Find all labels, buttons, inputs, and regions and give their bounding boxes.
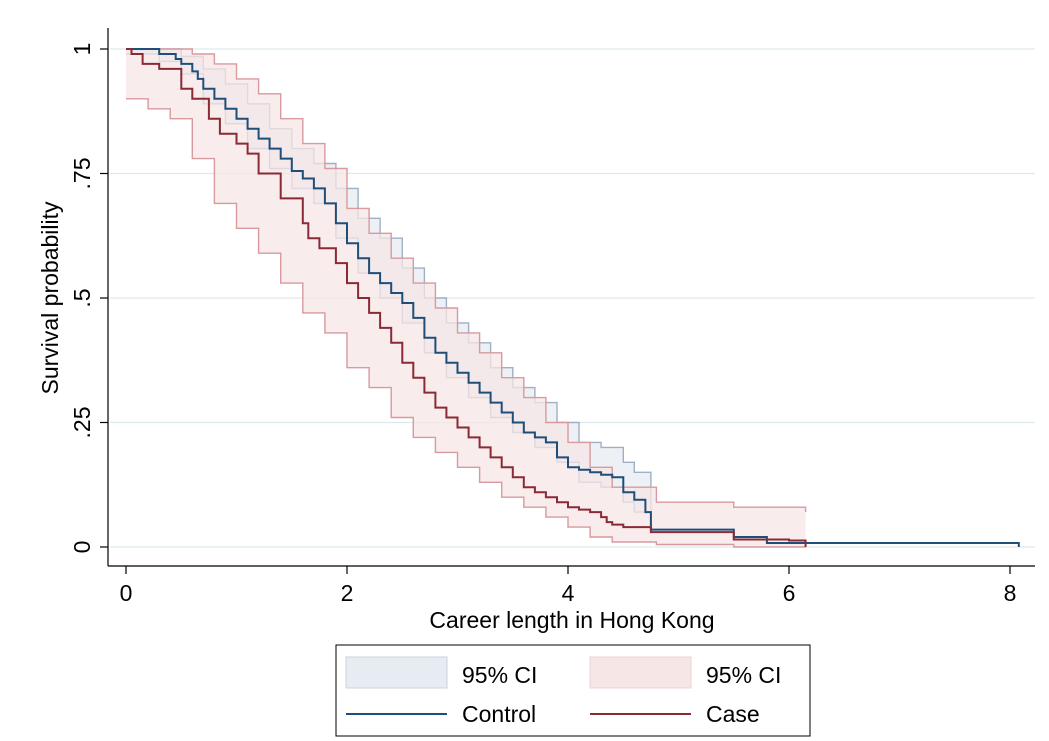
survival-line-control (126, 48, 1020, 547)
legend-swatch-control-ci (345, 656, 448, 689)
legend: 95% CI 95% CI Control Case (335, 644, 811, 737)
x-tick-label-4: 8 (1004, 580, 1017, 606)
y-tick-label-4: 1 (69, 43, 95, 56)
y-tick-label-1: .25 (69, 407, 95, 439)
x-tick-label-3: 6 (783, 580, 796, 606)
ci-bands (126, 48, 807, 548)
x-tick-label-2: 4 (562, 580, 575, 606)
ci-lower-case (126, 98, 806, 548)
x-tick-label-1: 2 (341, 580, 354, 606)
legend-label-case: Case (706, 701, 760, 727)
legend-label-control: Control (462, 701, 536, 727)
legend-swatch-case-ci (589, 656, 692, 689)
x-axis-title: Career length in Hong Kong (429, 607, 714, 633)
legend-label-case-ci: 95% CI (706, 662, 781, 688)
y-tick-label-0: 0 (69, 541, 95, 554)
ticks: 0 2 4 6 8 0 .25 .5 .75 1 (69, 43, 1016, 606)
survival-lines (126, 48, 1020, 547)
y-tick-label-3: .75 (69, 158, 95, 190)
y-tick-label-2: .5 (69, 288, 95, 307)
legend-label-control-ci: 95% CI (462, 662, 537, 688)
ci-upper-case (126, 48, 807, 513)
ci-band-case (126, 49, 806, 547)
y-axis-title: Survival probability (37, 201, 63, 395)
x-tick-label-0: 0 (120, 580, 133, 606)
axes (107, 28, 1035, 567)
survival-line-case (126, 48, 807, 547)
